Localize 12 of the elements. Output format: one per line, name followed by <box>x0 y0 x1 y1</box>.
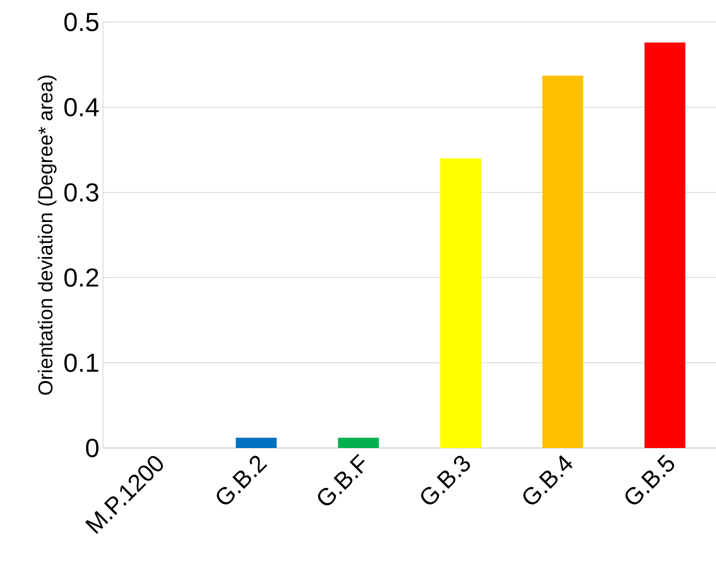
y-tick-label: 0.1 <box>64 354 98 372</box>
bar <box>644 42 686 448</box>
y-tick-label: 0.5 <box>64 12 98 32</box>
y-tick-label: 0 <box>86 438 98 458</box>
y-tick-label: 0.2 <box>64 268 98 287</box>
bar <box>338 438 379 448</box>
y-tick-label: 0.4 <box>64 98 99 116</box>
y-tick-label: 0.3 <box>64 183 98 202</box>
y-axis-title: Orientation deviation (Degree* area) <box>38 76 56 395</box>
bar <box>542 76 584 448</box>
bar <box>440 158 482 448</box>
bar <box>236 438 277 448</box>
